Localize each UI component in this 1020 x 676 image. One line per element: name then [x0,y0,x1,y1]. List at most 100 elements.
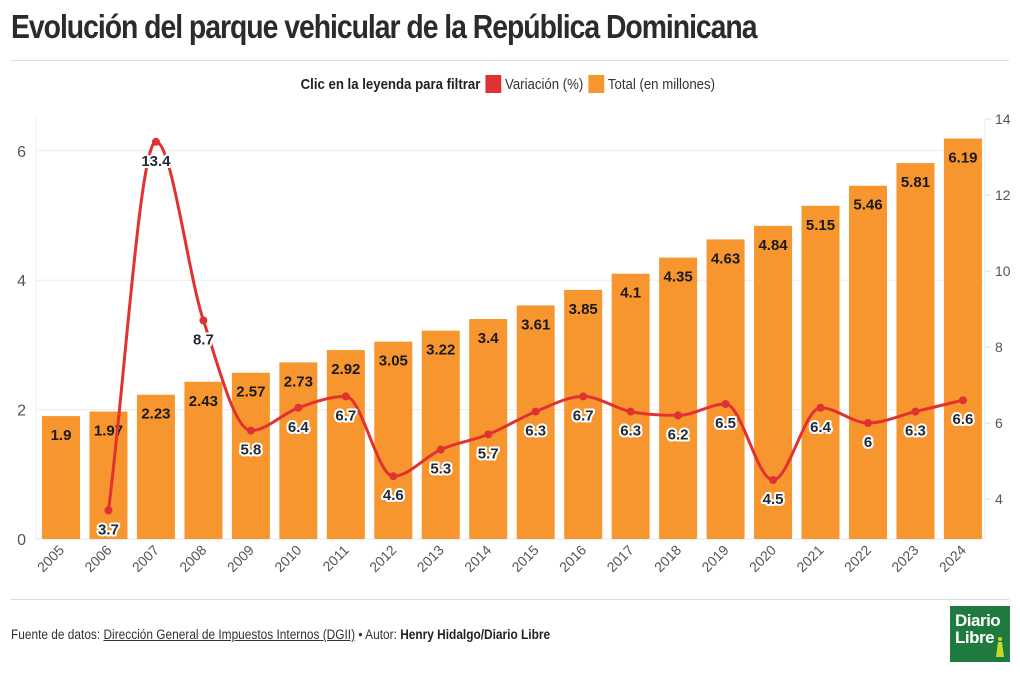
variation-point [294,403,303,412]
bar-value-label: 2.73 [284,373,313,390]
bar-value-label: 3.4 [478,330,500,347]
legend-swatch-red [485,75,502,93]
variation-value-label: 8.7 [193,331,214,348]
variation-value-label: 6 [864,434,872,451]
x-tick-label: 2018 [651,542,684,575]
bar-value-label: 3.05 [379,353,408,370]
x-tick-label: 2021 [793,542,826,575]
bar-2015 [516,305,555,539]
bar-2024 [943,138,982,539]
variation-point [199,316,208,325]
variation-point [484,430,493,439]
bar-2012 [374,341,413,539]
x-tick-label: 2012 [366,542,399,575]
x-tick-label: 2016 [556,542,589,575]
x-tick-label: 2009 [224,542,257,575]
footer: Fuente de datos: Dirección General de Im… [11,627,550,642]
bar-2019 [706,239,745,539]
x-tick-label: 2020 [746,542,779,575]
left-tick-label: 4 [17,273,26,290]
legend-label: Variación (%) [504,75,583,93]
legend-item-total[interactable]: Total (en millones) [588,75,715,93]
variation-value-label: 5.3 [430,461,451,478]
variation-value-label: 4.6 [383,487,404,504]
variation-point [769,476,778,484]
variation-value-label: 6.4 [810,419,832,436]
chart-title: Evolución del parque vehicular de la Rep… [11,8,758,45]
bar-value-label: 2.92 [331,361,360,378]
bar-value-label: 5.15 [806,217,835,234]
bar-value-label: 4.1 [620,285,641,302]
diario-libre-logo[interactable]: Diario Libre [950,606,1010,662]
separator: • [358,627,363,642]
x-tick-label: 2023 [888,542,921,575]
variation-point [626,407,635,416]
variation-value-label: 6.2 [668,426,689,443]
left-tick-label: 6 [17,144,26,161]
bar-value-label: 6.19 [948,150,977,167]
x-tick-label: 2011 [319,542,352,575]
bar-value-label: 3.85 [569,301,598,318]
x-tick-label: 2015 [508,542,541,575]
bar-value-label: 4.84 [758,237,788,254]
x-tick-label: 2024 [936,542,969,575]
variation-point [579,392,588,401]
variation-point [341,392,350,401]
bar-2005 [42,416,80,539]
legend: Clic en la leyenda para filtrar Variació… [0,75,1020,93]
variation-value-label: 6.7 [573,407,594,424]
bar-2011 [326,350,365,539]
x-tick-label: 2014 [461,542,494,575]
variation-value-label: 6.4 [288,419,310,436]
variation-value-label: 6.6 [953,411,974,428]
variation-point [246,426,255,435]
source-link[interactable]: Dirección General de Impuestos Internos … [103,627,356,642]
variation-point [863,419,872,427]
right-tick-label: 10 [995,263,1011,279]
title-divider [11,60,1009,61]
variation-point [436,445,445,454]
bar-2009 [231,372,270,539]
bar-value-label: 5.81 [901,174,930,191]
logo-line2: Libre [955,628,995,647]
bar-2016 [564,289,603,539]
legend-label: Total (en millones) [607,75,715,93]
source-prefix: Fuente de datos: [11,627,101,642]
x-tick-label: 2008 [176,542,209,575]
bar-2018 [659,257,698,539]
variation-point [958,396,967,405]
variation-value-label: 6.3 [905,423,926,440]
variation-value-label: 6.3 [525,423,546,440]
bar-value-label: 3.61 [521,316,550,333]
bar-2008 [184,381,223,539]
legend-hint: Clic en la leyenda para filtrar [300,75,480,93]
variation-value-label: 3.7 [98,521,119,538]
variation-value-label: 4.5 [763,491,784,508]
right-tick-label: 12 [995,187,1011,203]
bar-2023 [896,163,935,539]
legend-swatch-orange [588,75,604,93]
right-tick-label: 8 [995,339,1003,355]
x-tick-label: 2005 [34,542,67,575]
bar-value-label: 5.46 [853,197,882,214]
logo-line1: Diario [955,611,1001,630]
x-tick-label: 2022 [841,542,874,575]
variation-value-label: 6.7 [335,407,356,424]
variation-point [389,472,398,481]
x-tick-label: 2013 [414,542,447,575]
variation-point [911,407,920,416]
variation-value-label: 13.4 [141,153,171,170]
x-tick-label: 2017 [603,542,636,575]
variation-point [674,411,683,420]
right-tick-label: 6 [995,415,1003,431]
right-tick-label: 4 [995,491,1003,507]
legend-item-variacion[interactable]: Variación (%) [485,75,583,93]
variation-value-label: 5.8 [240,442,261,459]
variation-point [531,407,540,416]
bar-value-label: 4.63 [711,250,740,267]
bar-2006 [89,411,128,539]
bar-value-label: 3.22 [426,342,455,359]
left-tick-label: 2 [17,403,26,420]
variation-point [721,400,730,408]
bar-value-label: 4.35 [664,269,693,286]
